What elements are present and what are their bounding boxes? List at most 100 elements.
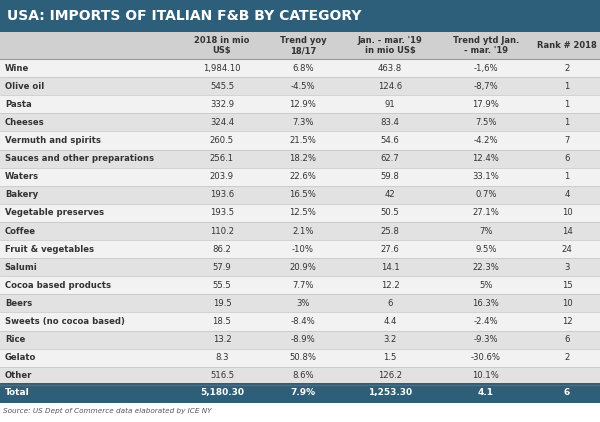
Bar (0, 383, 600, 403)
Text: 4: 4 (565, 190, 569, 199)
Text: 9.5%: 9.5% (475, 245, 497, 254)
Text: Trend ytd Jan.
- mar. '19: Trend ytd Jan. - mar. '19 (453, 36, 519, 55)
Text: 12.5%: 12.5% (290, 208, 316, 217)
Text: 15: 15 (562, 281, 572, 290)
Text: 2.1%: 2.1% (292, 227, 314, 235)
Text: 1: 1 (565, 100, 569, 109)
Text: Fruit & vegetables: Fruit & vegetables (5, 245, 94, 254)
Text: Rank # 2018: Rank # 2018 (537, 41, 597, 50)
Text: 33.1%: 33.1% (473, 172, 499, 181)
Text: Coffee: Coffee (5, 227, 36, 235)
Bar (0, 240, 600, 258)
Text: -8.4%: -8.4% (290, 317, 316, 326)
Text: 5,180.30: 5,180.30 (200, 388, 244, 398)
Text: -1,6%: -1,6% (473, 64, 499, 73)
Text: 7.7%: 7.7% (292, 281, 314, 290)
Text: 3%: 3% (296, 299, 310, 308)
Text: 12.4%: 12.4% (473, 154, 499, 163)
Text: 7.3%: 7.3% (292, 118, 314, 127)
Text: -4.2%: -4.2% (473, 136, 499, 145)
Text: 14.1: 14.1 (380, 263, 400, 272)
Text: 12: 12 (562, 317, 572, 326)
Text: 3: 3 (565, 263, 569, 272)
Text: 7: 7 (565, 136, 569, 145)
Text: 91: 91 (385, 100, 395, 109)
Text: 18.2%: 18.2% (290, 154, 317, 163)
Text: 16.3%: 16.3% (473, 299, 499, 308)
Text: 6.8%: 6.8% (292, 64, 314, 73)
Bar (0, 114, 600, 132)
Text: 20.9%: 20.9% (290, 263, 316, 272)
Text: 7%: 7% (479, 227, 493, 235)
Text: Gelato: Gelato (5, 353, 36, 362)
Text: -30.6%: -30.6% (471, 353, 501, 362)
Text: 18.5: 18.5 (212, 317, 232, 326)
Text: 24: 24 (562, 245, 572, 254)
Text: 86.2: 86.2 (212, 245, 232, 254)
Text: 260.5: 260.5 (210, 136, 234, 145)
Text: 12.9%: 12.9% (290, 100, 316, 109)
Text: 27.1%: 27.1% (473, 208, 499, 217)
Bar (0, 295, 600, 312)
Text: Vegetable preserves: Vegetable preserves (5, 208, 104, 217)
Bar (0, 349, 600, 367)
Text: 19.5: 19.5 (212, 299, 232, 308)
Text: 463.8: 463.8 (378, 64, 402, 73)
Text: USA: IMPORTS OF ITALIAN F&B BY CATEGORY: USA: IMPORTS OF ITALIAN F&B BY CATEGORY (7, 9, 362, 23)
Text: 2: 2 (565, 353, 569, 362)
Text: 21.5%: 21.5% (290, 136, 316, 145)
Text: 332.9: 332.9 (210, 100, 234, 109)
Bar (0, 132, 600, 149)
Text: 516.5: 516.5 (210, 371, 234, 380)
Text: Cheeses: Cheeses (5, 118, 44, 127)
Text: 2: 2 (565, 64, 569, 73)
Text: 12.2: 12.2 (380, 281, 400, 290)
Text: 62.7: 62.7 (380, 154, 400, 163)
Text: -4.5%: -4.5% (290, 82, 316, 91)
Text: 54.6: 54.6 (380, 136, 400, 145)
Text: 0.7%: 0.7% (475, 190, 497, 199)
Text: 1: 1 (565, 118, 569, 127)
Text: 2018 in mio
US$: 2018 in mio US$ (194, 36, 250, 55)
Bar (0, 77, 600, 95)
Text: 16.5%: 16.5% (290, 190, 316, 199)
Bar (0, 276, 600, 295)
Text: 6: 6 (564, 388, 570, 398)
Text: 8.6%: 8.6% (292, 371, 314, 380)
Bar (0, 0, 600, 32)
Text: Total: Total (5, 388, 29, 398)
Text: Bakery: Bakery (5, 190, 38, 199)
Text: Other: Other (5, 371, 32, 380)
Text: Rice: Rice (5, 335, 25, 344)
Text: 7.5%: 7.5% (475, 118, 497, 127)
Text: 126.2: 126.2 (378, 371, 402, 380)
Text: 193.6: 193.6 (210, 190, 234, 199)
Text: 10: 10 (562, 299, 572, 308)
Text: 1,253.30: 1,253.30 (368, 388, 412, 398)
Text: Trend yoy
18/17: Trend yoy 18/17 (280, 36, 326, 55)
Text: 3.2: 3.2 (383, 335, 397, 344)
Text: 324.4: 324.4 (210, 118, 234, 127)
Text: Olive oil: Olive oil (5, 82, 44, 91)
Text: 1,984.10: 1,984.10 (203, 64, 241, 73)
Text: 22.6%: 22.6% (290, 172, 316, 181)
Text: 1: 1 (565, 82, 569, 91)
Bar (0, 59, 600, 77)
Text: Salumi: Salumi (5, 263, 38, 272)
Text: -2.4%: -2.4% (473, 317, 499, 326)
Bar (0, 258, 600, 276)
Bar (0, 186, 600, 204)
Text: 42: 42 (385, 190, 395, 199)
Bar (0, 149, 600, 168)
Text: -9.3%: -9.3% (473, 335, 499, 344)
Text: 124.6: 124.6 (378, 82, 402, 91)
Text: 25.8: 25.8 (380, 227, 400, 235)
Bar (0, 95, 600, 114)
Text: 5%: 5% (479, 281, 493, 290)
Text: Sweets (no cocoa based): Sweets (no cocoa based) (5, 317, 125, 326)
Text: 545.5: 545.5 (210, 82, 234, 91)
Text: Sauces and other preparations: Sauces and other preparations (5, 154, 154, 163)
Text: 50.5: 50.5 (380, 208, 400, 217)
Text: -10%: -10% (292, 245, 314, 254)
Text: 1.5: 1.5 (383, 353, 397, 362)
